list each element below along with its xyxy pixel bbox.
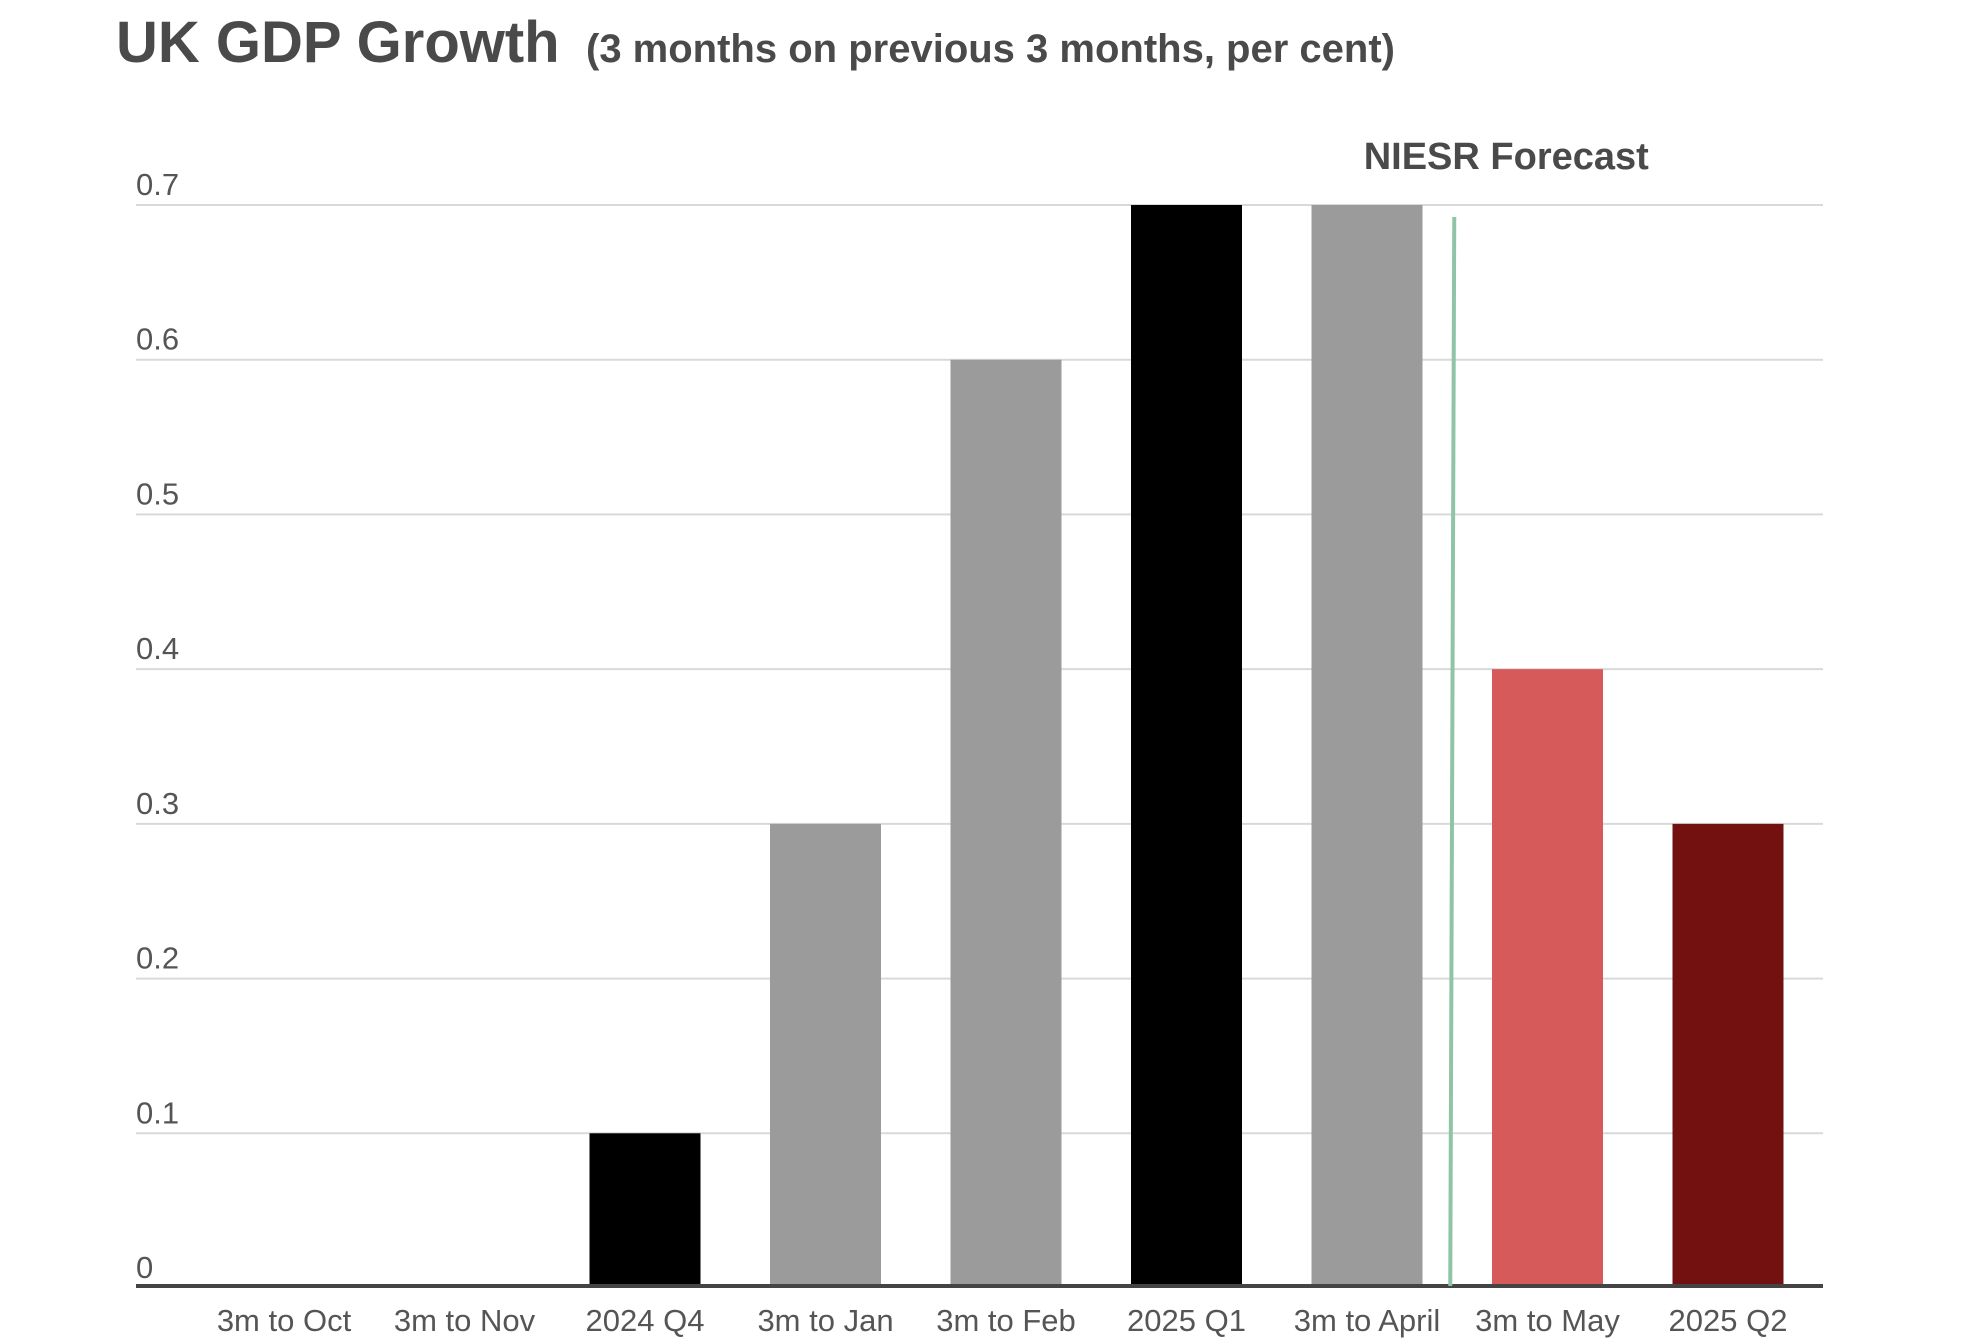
bar [589, 1133, 701, 1288]
x-tick-label: 2024 Q4 [586, 1303, 705, 1338]
chart-subtitle: (3 months on previous 3 months, per cent… [586, 27, 1395, 71]
y-tick-label: 0.5 [136, 476, 179, 511]
bar [950, 359, 1062, 1288]
x-tick-label: 2025 Q1 [1127, 1303, 1246, 1338]
x-tick-label: 3m to May [1475, 1303, 1620, 1338]
x-axis-tick-labels: 3m to Oct 3m to Nov 2024 Q4 3m to Jan 3m to … [217, 1303, 1788, 1338]
bar [1131, 205, 1242, 1288]
x-tick-label: 3m to Jan [757, 1303, 893, 1338]
forecast-divider-line [1448, 216, 1457, 1287]
bar [1311, 205, 1423, 1288]
x-tick-label: 3m to April [1294, 1303, 1440, 1338]
x-tick-label: 2025 Q2 [1669, 1303, 1788, 1338]
bars [589, 205, 1784, 1288]
forecast-label: NIESR Forecast [1364, 136, 1649, 178]
y-tick-label: 0.2 [136, 941, 179, 976]
y-tick-label: 0.4 [136, 631, 179, 666]
y-tick-label: 0.3 [136, 786, 179, 821]
y-tick-label: 0.6 [136, 322, 179, 357]
bar [770, 823, 881, 1288]
bar [1672, 823, 1784, 1288]
x-tick-label: 3m to Feb [936, 1303, 1076, 1338]
x-tick-label: 3m to Oct [217, 1303, 352, 1338]
y-axis-tick-labels: 0 0.1 0.2 0.3 0.4 0.5 0.6 0.7 [136, 167, 179, 1285]
y-tick-label: 0 [136, 1250, 153, 1285]
y-tick-label: 0.7 [136, 167, 179, 202]
bar [1492, 669, 1603, 1288]
chart-title: UK GDP Growth [116, 10, 560, 75]
y-tick-label: 0.1 [136, 1095, 179, 1130]
x-tick-label: 3m to Nov [394, 1303, 536, 1338]
